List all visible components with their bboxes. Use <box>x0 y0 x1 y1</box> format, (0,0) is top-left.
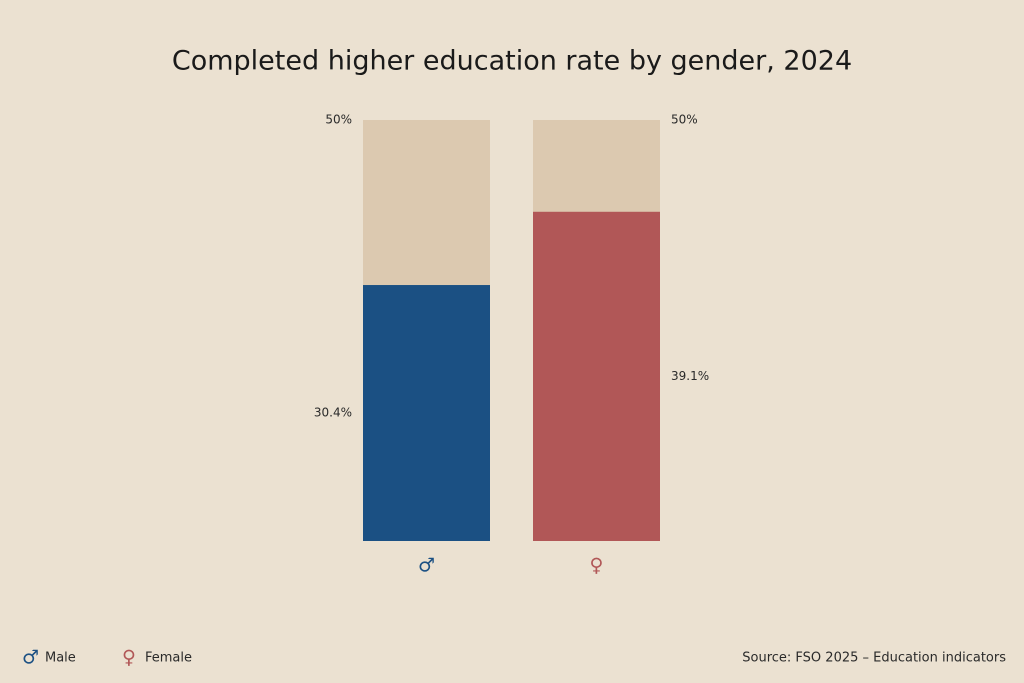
legend-label: Female <box>145 651 192 666</box>
bar <box>363 285 490 541</box>
legend-label: Male <box>45 651 76 666</box>
top-label: 50% <box>325 113 352 127</box>
x-tick-label: ♀ <box>590 555 604 577</box>
bar <box>533 211 660 541</box>
x-tick-label: ♂ <box>418 555 435 577</box>
legend-symbol: ♂ <box>22 647 39 669</box>
chart-title: Completed higher education rate by gende… <box>172 46 852 77</box>
top-label: 50% <box>671 113 698 127</box>
source-note: Source: FSO 2025 – Education indicators <box>742 651 1006 666</box>
value-label: 30.4% <box>314 406 352 420</box>
legend-symbol: ♀ <box>122 647 136 669</box>
value-label: 39.1% <box>671 369 709 383</box>
